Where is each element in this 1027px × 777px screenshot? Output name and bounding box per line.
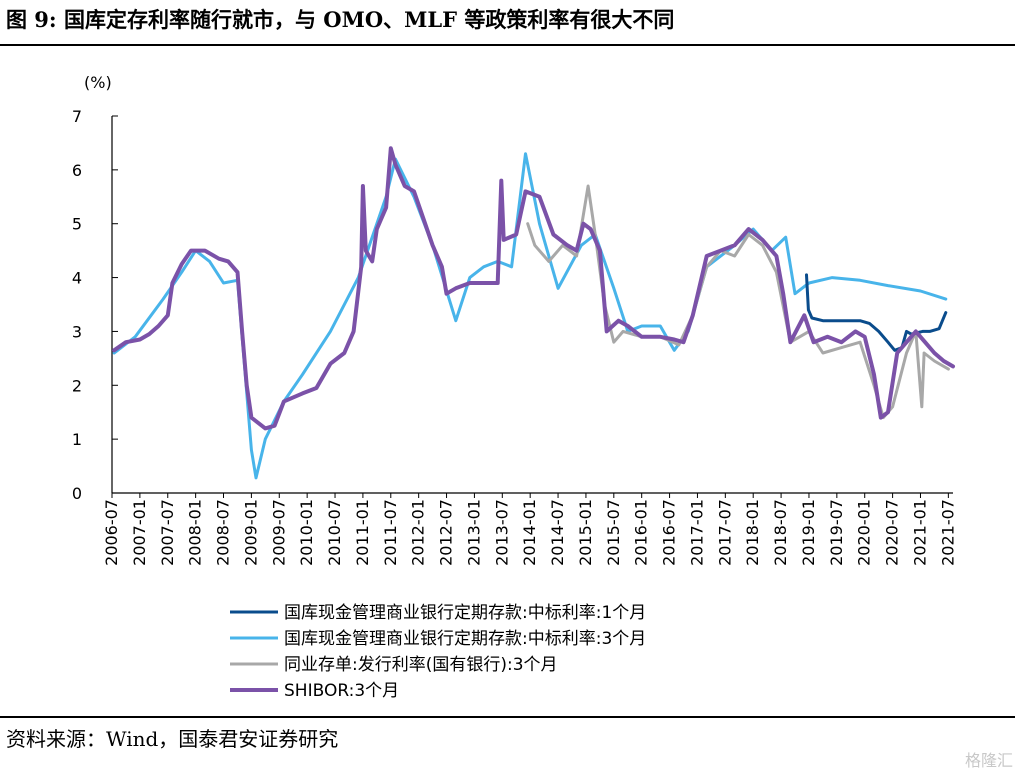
x-tick-label: 2011-01 [353,499,372,566]
x-tick-label: 2007-07 [158,499,177,566]
x-tick-label: 2008-01 [186,499,205,566]
x-tick-label: 2016-01 [632,499,651,566]
x-tick-label: 2015-01 [576,499,595,566]
x-tick-label: 2012-01 [409,499,428,566]
x-tick-label: 2006-07 [102,499,121,566]
x-tick-label: 2007-01 [130,499,149,566]
y-tick-label: 1 [72,430,82,449]
x-tick-label: 2018-07 [771,499,790,566]
x-tick-label: 2021-07 [938,499,957,566]
watermark: 格隆汇 [964,751,1013,770]
series-line-2 [112,152,948,480]
source-rule [0,716,1015,718]
x-tick-label: 2010-01 [297,499,316,566]
series-line-1 [805,273,948,352]
y-tick-label: 0 [72,484,82,503]
x-tick-label: 2015-07 [604,499,623,566]
x-tick-label: 2011-07 [381,499,400,566]
legend-label-4: SHIBOR:3个月 [284,681,399,701]
x-tick-label: 2013-07 [492,499,511,566]
y-tick-label: 3 [72,322,82,341]
x-tick-label: 2017-07 [715,499,734,566]
x-tick-label: 2020-07 [883,499,902,566]
legend-label-1: 国库现金管理商业银行定期存款:中标利率:1个月 [284,603,646,623]
legend: 国库现金管理商业银行定期存款:中标利率:1个月国库现金管理商业银行定期存款:中标… [230,603,646,701]
series-line-4 [112,146,955,431]
x-tick-label: 2019-07 [827,499,846,566]
legend-label-2: 国库现金管理商业银行定期存款:中标利率:3个月 [284,629,646,649]
axes: 0 1 2 3 4 5 6 7 2006-07 2007-01 2007-07 2008-01 2008… [72,107,958,566]
line-chart: (%) 0 1 2 3 4 5 6 7 2006-07 2007-01 2007-07 2008-01… [72,73,958,701]
x-tick-label: 2017-01 [687,499,706,566]
source-note: 资料来源：Wind，国泰君安证券研究 [6,727,339,751]
x-tick-label: 2010-07 [325,499,344,566]
x-tick-label: 2021-01 [910,499,929,566]
title-rule [0,44,1015,46]
y-tick-label: 2 [72,376,82,395]
y-tick-label: 5 [72,215,82,234]
x-tick-label: 2020-01 [855,499,874,566]
x-tick-label: 2018-01 [743,499,762,566]
x-tick-label: 2014-07 [548,499,567,566]
x-tick-label: 2009-01 [241,499,260,566]
y-axis-label: (%) [84,73,112,92]
legend-label-3: 同业存单:发行利率(国有银行):3个月 [284,655,558,675]
series-layer [112,146,955,480]
x-tick-label: 2008-07 [214,499,233,566]
x-tick-label: 2014-01 [520,499,539,566]
x-tick-label: 2013-01 [464,499,483,566]
x-tick-label: 2016-07 [660,499,679,566]
y-tick-label: 7 [72,107,82,126]
x-tick-label: 2012-07 [437,499,456,566]
y-tick-label: 4 [72,269,82,288]
y-tick-label: 6 [72,161,82,180]
x-tick-label: 2019-01 [799,499,818,566]
series-line-3 [526,184,950,420]
figure-title: 图 9: 国库定存利率随行就市，与 OMO、MLF 等政策利率有很大不同 [6,7,675,32]
x-tick-label: 2009-07 [269,499,288,566]
